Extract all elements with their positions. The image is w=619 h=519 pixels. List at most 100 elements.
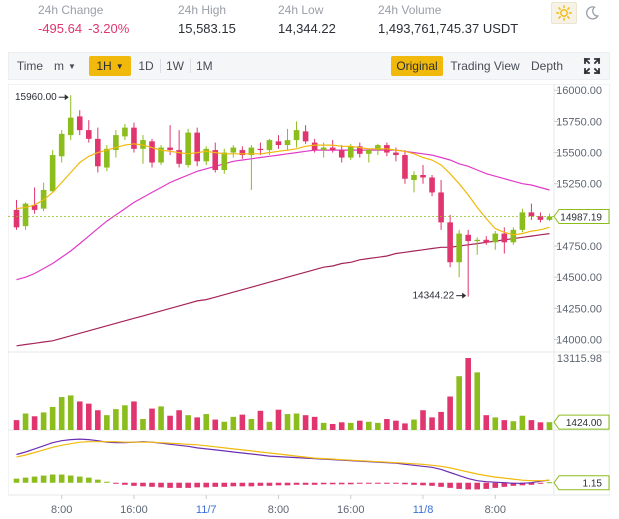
stat-value: 14,344.22 xyxy=(278,21,336,36)
time-button[interactable]: Time xyxy=(16,59,44,73)
volume-bar xyxy=(257,410,264,430)
candle-body xyxy=(411,174,417,180)
interval-label: 1H xyxy=(96,59,112,73)
interval-1h-dropdown[interactable]: 1H ▼ xyxy=(89,56,131,76)
view-original-button[interactable]: Original xyxy=(391,56,443,76)
volume-bar xyxy=(221,421,228,430)
volume-bar xyxy=(131,401,137,430)
candle-body xyxy=(275,141,282,146)
view-tradingview-button[interactable]: Trading View xyxy=(450,59,520,73)
macd-histogram-bar xyxy=(402,482,408,485)
macd-histogram-bar xyxy=(176,482,182,488)
price-chart[interactable]: 16000.0015750.0015500.0015250.0015000.00… xyxy=(8,84,610,519)
dark-theme-button[interactable] xyxy=(579,2,605,24)
macd-histogram-bar xyxy=(149,482,155,487)
candle-body xyxy=(338,150,345,158)
macd-histogram-bar xyxy=(131,482,137,486)
view-depth-button[interactable]: Depth xyxy=(530,59,564,73)
volume-bar xyxy=(284,414,291,430)
candle-body xyxy=(510,229,517,243)
volume-bar xyxy=(393,420,399,430)
candle-body xyxy=(465,234,471,242)
candle-body xyxy=(447,222,453,263)
candle-body xyxy=(212,150,219,171)
volume-bar xyxy=(465,358,471,430)
candle-body xyxy=(438,192,444,223)
interval-1w-button[interactable]: 1W xyxy=(166,59,184,73)
time-tick-label: 8:00 xyxy=(485,504,506,516)
last-price-tag xyxy=(553,209,610,225)
macd-histogram-bar xyxy=(519,482,526,486)
volume-bar xyxy=(537,422,544,430)
candle-body xyxy=(13,209,20,228)
candle-body xyxy=(31,204,38,210)
minutes-dropdown[interactable]: m ▼ xyxy=(51,56,85,76)
macd-histogram-bar xyxy=(40,475,47,483)
volume-bar xyxy=(366,421,372,430)
interval-1m-button[interactable]: 1M xyxy=(196,59,213,73)
volume-bar xyxy=(158,406,164,430)
macd-histogram-bar xyxy=(22,477,29,483)
volume-bar xyxy=(140,419,146,430)
high-annotation-label: 15960.00 xyxy=(15,92,57,103)
candle-body xyxy=(158,147,164,163)
time-tick-label: 11/8 xyxy=(413,504,434,516)
macd-histogram-bar xyxy=(58,474,65,483)
caret-down-icon: ▼ xyxy=(68,61,76,71)
light-theme-button[interactable] xyxy=(551,2,577,24)
volume-bar xyxy=(85,403,92,430)
candle-body xyxy=(167,147,173,151)
candle-body xyxy=(266,140,273,151)
price-tick-label: 14250.00 xyxy=(556,303,602,315)
candle-body xyxy=(49,155,56,192)
macd-histogram-bar xyxy=(456,482,462,489)
candle-body xyxy=(375,145,381,151)
last-price-label: 14987.19 xyxy=(560,213,602,224)
macd-histogram-bar xyxy=(465,482,471,490)
macd-histogram-bar xyxy=(375,482,381,484)
candle-body xyxy=(402,155,408,179)
macd-histogram-bar xyxy=(483,482,490,489)
macd-histogram-bar xyxy=(393,482,399,484)
volume-bar xyxy=(519,415,526,430)
macd-histogram-bar xyxy=(366,482,372,484)
candle-body xyxy=(122,127,128,137)
volume-current-label: 1424.00 xyxy=(566,418,603,429)
macd-histogram-bar xyxy=(158,482,164,488)
macd-histogram-bar xyxy=(31,476,38,483)
candle-body xyxy=(329,147,336,151)
volume-bar xyxy=(311,416,318,430)
volume-bar xyxy=(338,422,345,430)
volume-bar xyxy=(167,415,173,430)
macd-histogram-bar xyxy=(384,482,390,484)
candle-body xyxy=(347,146,354,158)
low-annotation-arrowhead xyxy=(462,292,467,299)
price-tick-label: 14500.00 xyxy=(556,272,602,284)
volume-bar xyxy=(149,408,155,430)
theme-toggle xyxy=(551,2,605,24)
price-tick-label: 15500.00 xyxy=(556,148,602,160)
low-annotation-label: 14344.22 xyxy=(412,291,454,302)
ma-mid-line xyxy=(16,149,550,281)
time-tick-label: 8:00 xyxy=(268,504,289,516)
macd-histogram-bar xyxy=(284,482,291,486)
candle-body xyxy=(302,131,309,142)
expand-button[interactable] xyxy=(583,57,601,75)
volume-bar xyxy=(104,415,110,430)
volume-bar xyxy=(31,416,38,430)
macd-histogram-bar xyxy=(329,482,336,485)
price-tick-label: 14000.00 xyxy=(556,335,602,347)
macd-histogram-bar xyxy=(13,478,20,483)
macd-histogram-bar xyxy=(293,482,300,485)
candle-body xyxy=(429,177,435,193)
candlestick-chart-svg: 16000.0015750.0015500.0015250.0015000.00… xyxy=(8,84,610,516)
candle-body xyxy=(456,233,462,263)
macd-histogram-bar xyxy=(266,482,273,486)
candle-body xyxy=(519,212,526,230)
interval-1d-button[interactable]: 1D xyxy=(138,59,154,73)
macd-histogram-bar xyxy=(320,482,327,485)
macd-histogram-bar xyxy=(429,482,435,486)
macd-histogram-bar xyxy=(49,474,56,483)
macd-current-tag xyxy=(553,475,610,491)
candle-body xyxy=(131,127,137,149)
